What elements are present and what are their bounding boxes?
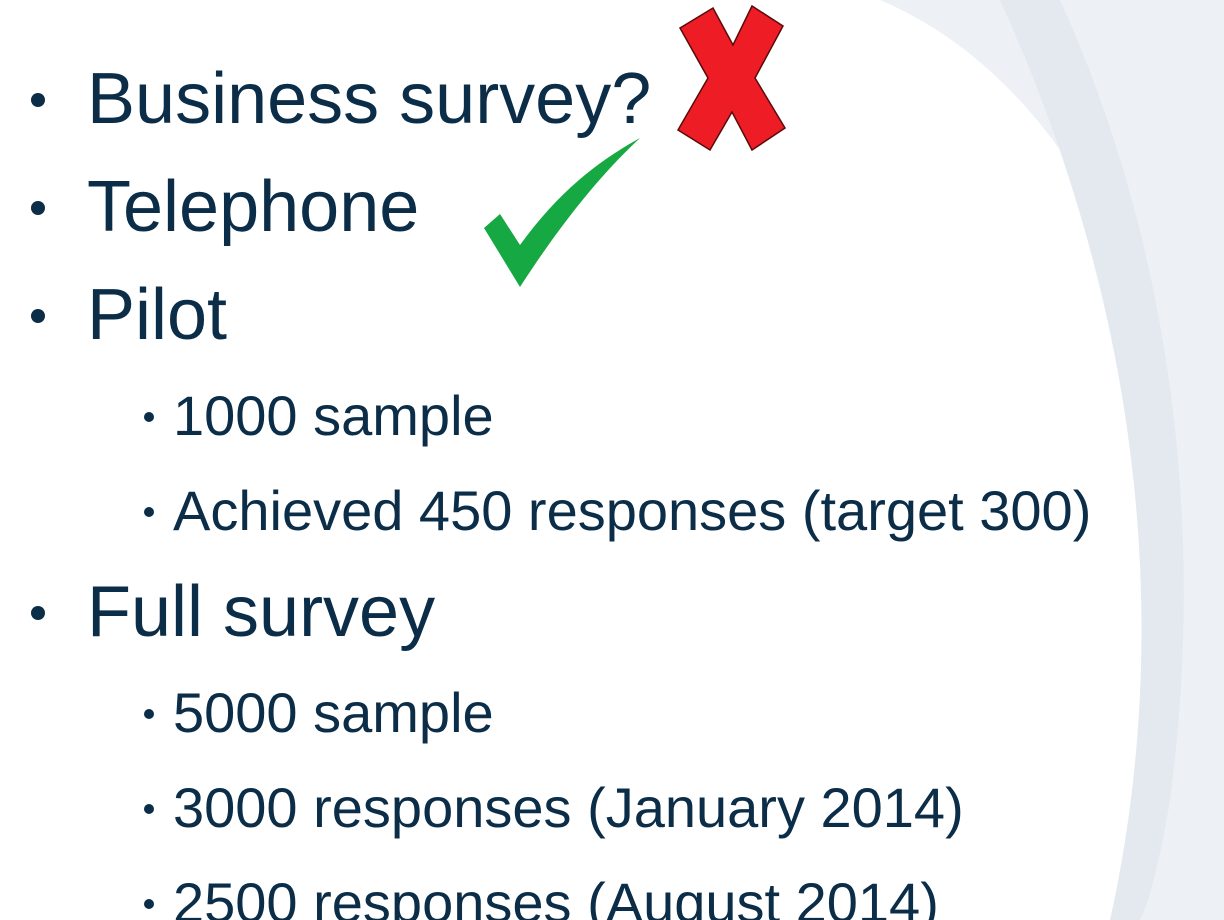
green-check-icon: [484, 138, 640, 287]
sub-bullet-dot: [144, 412, 154, 422]
bullet-text: Business survey?: [87, 59, 651, 139]
bullet-text: Pilot: [87, 275, 227, 355]
background-swoosh-shade: [1000, 0, 1184, 920]
sub-bullet-dot: [144, 899, 154, 909]
bullet-dot: [31, 309, 45, 323]
sub-bullet-dot: [144, 507, 154, 517]
bullet-dot: [31, 201, 45, 215]
sub-bullet-dot: [144, 804, 154, 814]
sub-bullet-text: 1000 sample: [173, 384, 494, 447]
bullet-text: Telephone: [87, 167, 419, 247]
sub-bullet-text: 2500 responses (August 2014): [173, 871, 939, 920]
sub-bullet-text: 5000 sample: [173, 681, 494, 744]
sub-bullet-dot: [144, 709, 154, 719]
bullet-list: Business survey? Telephone Pilot 1000 sampl…: [31, 59, 1091, 920]
sub-bullet-text: 3000 responses (January 2014): [173, 776, 964, 839]
red-cross-icon: [676, 4, 787, 152]
bullet-text: Full survey: [87, 572, 435, 652]
sub-bullet-text: Achieved 450 responses (target 300): [173, 479, 1091, 542]
bullet-dot: [31, 606, 45, 620]
bullet-dot: [31, 93, 45, 107]
